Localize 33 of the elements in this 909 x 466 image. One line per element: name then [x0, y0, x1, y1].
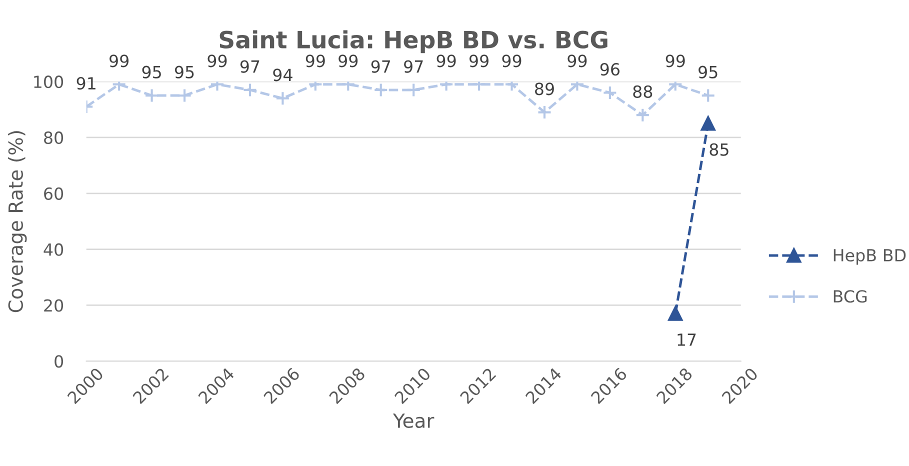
- legend-label: BCG: [834, 290, 867, 303]
- data-label: 99: [338, 54, 358, 68]
- y-tick-label: 60: [44, 187, 64, 200]
- y-axis-title: Coverage Rate (%): [8, 131, 27, 312]
- data-label: 94: [273, 68, 292, 82]
- data-label: 85: [710, 143, 728, 156]
- data-label: 88: [633, 85, 652, 98]
- data-label: 99: [208, 54, 227, 68]
- data-label: 99: [666, 54, 685, 68]
- data-label: 99: [110, 54, 129, 68]
- legend-label: HepB BD: [834, 249, 906, 265]
- data-label: 99: [568, 54, 587, 68]
- data-label: 89: [535, 82, 554, 96]
- data-label: 95: [174, 66, 194, 78]
- data-label: 95: [698, 66, 718, 78]
- data-label: 99: [436, 54, 456, 68]
- data-label: 95: [142, 66, 161, 78]
- data-label: 99: [306, 54, 325, 68]
- y-tick-label: 100: [34, 76, 64, 88]
- data-label: 97: [404, 60, 423, 73]
- data-label: 99: [469, 54, 488, 68]
- chart-title: Saint Lucia: HepB BD vs. BCG: [220, 30, 608, 54]
- y-tick-label: 0: [54, 355, 64, 368]
- x-axis-title: Year: [392, 414, 434, 428]
- data-label: 91: [76, 76, 96, 90]
- data-label: 97: [240, 60, 260, 73]
- data-label: 17: [678, 334, 696, 346]
- data-label: 99: [502, 54, 522, 68]
- data-label: 96: [600, 63, 620, 76]
- y-tick-label: 40: [44, 243, 64, 256]
- data-label: 97: [371, 60, 390, 73]
- y-tick-label: 20: [44, 299, 64, 312]
- y-tick-label: 80: [44, 131, 64, 144]
